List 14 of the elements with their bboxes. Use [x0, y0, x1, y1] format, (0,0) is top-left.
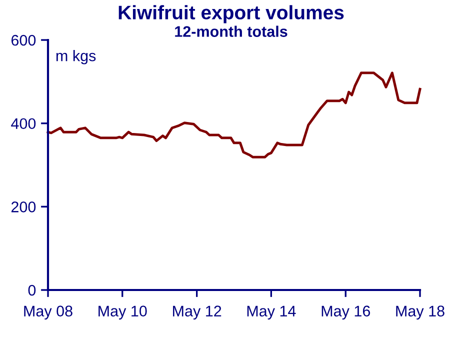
y-tick-label: 0 [28, 284, 36, 296]
x-tick-label: May 12 [173, 306, 222, 320]
x-tick-label: May 08 [24, 306, 72, 320]
line-series [46, 72, 422, 158]
x-tick-label: May 18 [396, 306, 444, 320]
chart-title: Kiwifruit export volumes [118, 5, 344, 24]
y-tick-label: 400 [11, 118, 36, 130]
x-tick-label: May 10 [98, 306, 147, 320]
y-tick-label: 200 [11, 202, 36, 212]
y-tick-label: 600 [11, 34, 36, 46]
chart-subtitle: 12-month totals [175, 26, 288, 37]
y-axis-title: m kgs [56, 50, 96, 64]
x-tick-label: May 14 [247, 306, 296, 320]
x-tick-label: May 16 [322, 306, 370, 320]
